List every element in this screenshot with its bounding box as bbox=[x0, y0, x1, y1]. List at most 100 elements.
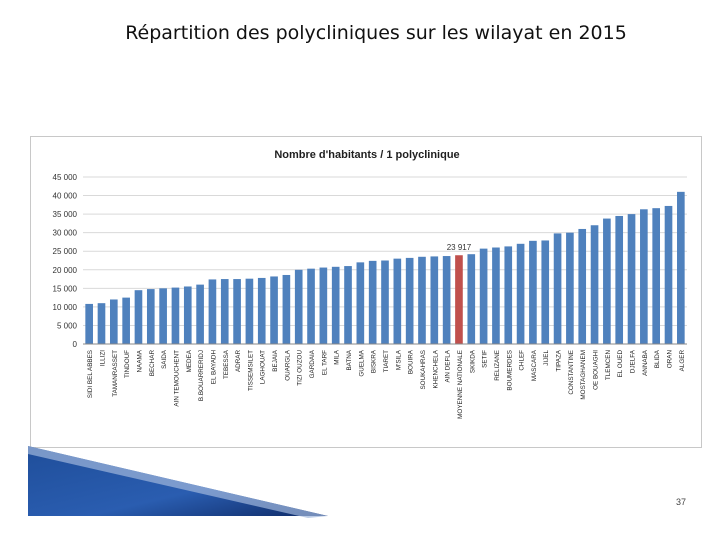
x-tick-label: BOUIRA bbox=[408, 349, 415, 374]
bar bbox=[356, 262, 365, 344]
y-tick-label: 30 000 bbox=[53, 229, 78, 238]
bar bbox=[430, 256, 439, 344]
bar bbox=[529, 240, 537, 344]
bar bbox=[109, 299, 118, 344]
bar bbox=[319, 267, 328, 344]
x-tick-label: MOSTAGHANEM bbox=[580, 350, 587, 400]
bar bbox=[479, 248, 488, 344]
bar bbox=[307, 268, 315, 344]
x-tick-label: MEDEA bbox=[186, 349, 193, 372]
y-tick-label: 35 000 bbox=[53, 210, 78, 219]
x-tick-label: SOUKAHRAS bbox=[420, 350, 427, 390]
x-tick-label: EL OUED bbox=[617, 350, 624, 378]
y-tick-label: 40 000 bbox=[53, 192, 78, 201]
chart-container: Nombre d'habitants / 1 polyclinique 0 5 0… bbox=[30, 136, 702, 448]
y-tick-label: 25 000 bbox=[53, 247, 78, 256]
bar bbox=[578, 228, 587, 344]
x-tick-label: BATNA bbox=[346, 349, 353, 370]
bar bbox=[208, 279, 217, 344]
x-tick-label: SAIDA bbox=[161, 349, 168, 369]
bar bbox=[331, 266, 340, 344]
x-tick-label: BLIDA bbox=[654, 349, 661, 368]
x-tick-label: TIZI OUZOU bbox=[297, 350, 304, 386]
x-tick-label: TAMANRASSET bbox=[112, 350, 119, 397]
x-tick-label: OE BOUAGHI bbox=[593, 350, 600, 390]
x-tick-label: ANNABA bbox=[642, 349, 649, 376]
x-tick-label: JIJEL bbox=[543, 350, 550, 366]
bar bbox=[677, 191, 685, 344]
slide-title: Répartition des polycliniques sur les wi… bbox=[125, 22, 627, 44]
bar bbox=[344, 266, 352, 344]
x-tick-label: AIN TEMOUCHENT bbox=[173, 350, 180, 407]
chart-title: Nombre d'habitants / 1 polyclinique bbox=[274, 149, 459, 161]
x-tick-label: ORAN bbox=[667, 350, 674, 369]
x-axis-labels: SIDI BEL ABBES ILLIZI TAMANRASSET TINDOUF NA… bbox=[87, 349, 686, 419]
bar bbox=[196, 284, 204, 344]
bar bbox=[603, 218, 611, 344]
x-tick-label: BISKRA bbox=[371, 349, 378, 373]
bar bbox=[270, 276, 278, 344]
bar bbox=[590, 225, 599, 344]
x-tick-label: RELIZANE bbox=[494, 350, 501, 381]
bar bbox=[134, 290, 143, 344]
x-tick-label: SKIKDA bbox=[469, 349, 476, 373]
x-tick-label: SIDI BEL ABBES bbox=[87, 350, 94, 398]
x-tick-label: BOUMERDES bbox=[506, 350, 513, 391]
bar bbox=[652, 208, 661, 344]
bar bbox=[627, 214, 636, 344]
bar bbox=[553, 233, 562, 344]
x-tick-label: BEJAIA bbox=[272, 349, 279, 371]
bar bbox=[381, 260, 389, 344]
bar bbox=[220, 279, 229, 344]
x-tick-label: TIPAZA bbox=[556, 349, 563, 371]
x-tick-label: BECHAR bbox=[149, 350, 156, 377]
x-tick-label: EL BAYADH bbox=[210, 350, 217, 385]
y-tick-label: 10 000 bbox=[53, 303, 78, 312]
x-tick-label: MASCARA bbox=[531, 349, 538, 381]
bar bbox=[282, 274, 291, 344]
bar bbox=[393, 258, 402, 344]
bar bbox=[516, 243, 525, 344]
x-tick-label: MILA bbox=[334, 349, 341, 364]
bar bbox=[233, 279, 241, 344]
x-tick-label: CONSTANTINE bbox=[568, 350, 575, 395]
x-tick-label: CHLEF bbox=[519, 350, 526, 371]
average-data-label: 23 917 bbox=[447, 243, 472, 252]
x-tick-label: OUARGLA bbox=[284, 349, 291, 381]
bar bbox=[183, 286, 192, 344]
x-tick-label: LAGHOUAT bbox=[260, 350, 267, 384]
bar bbox=[664, 205, 673, 344]
y-tick-label: 45 000 bbox=[53, 173, 78, 182]
bar bbox=[245, 278, 254, 344]
x-tick-label: DJELFA bbox=[630, 349, 637, 373]
bar bbox=[294, 269, 303, 344]
x-tick-label: B.BOUARRERIDJ bbox=[198, 350, 205, 401]
x-tick-label: SETIF bbox=[482, 350, 489, 368]
bar bbox=[467, 254, 476, 344]
bar bbox=[171, 287, 180, 344]
x-tick-label: MOYENNE NATIONALE bbox=[457, 350, 464, 419]
x-tick-label: AIN DEFLA bbox=[445, 349, 452, 382]
bar bbox=[159, 288, 167, 344]
y-axis-ticks: 0 5 000 10 000 15 000 20 000 25 000 30 000 35 0… bbox=[53, 173, 78, 349]
x-tick-label: GUELMA bbox=[358, 349, 365, 376]
bar bbox=[146, 289, 155, 344]
bar bbox=[257, 277, 266, 344]
x-tick-label: TIARET bbox=[383, 350, 390, 373]
bar bbox=[368, 260, 377, 344]
y-tick-label: 15 000 bbox=[53, 284, 78, 293]
y-tick-label: 0 bbox=[73, 340, 78, 349]
bar bbox=[566, 232, 574, 344]
x-tick-label: KHENCHELA bbox=[432, 349, 439, 388]
decorative-swoosh bbox=[28, 446, 328, 518]
x-tick-label: NAAMA bbox=[136, 349, 143, 372]
x-tick-label: EL TARF bbox=[321, 350, 328, 375]
bar bbox=[541, 240, 550, 344]
x-tick-label: ADRAR bbox=[235, 350, 242, 372]
x-tick-label: TINDOUF bbox=[124, 350, 131, 378]
bar bbox=[492, 247, 500, 344]
x-tick-label: TEBESSA bbox=[223, 349, 230, 379]
bar bbox=[405, 257, 414, 344]
x-tick-label: ALGER bbox=[679, 350, 686, 372]
y-tick-label: 20 000 bbox=[53, 266, 78, 275]
